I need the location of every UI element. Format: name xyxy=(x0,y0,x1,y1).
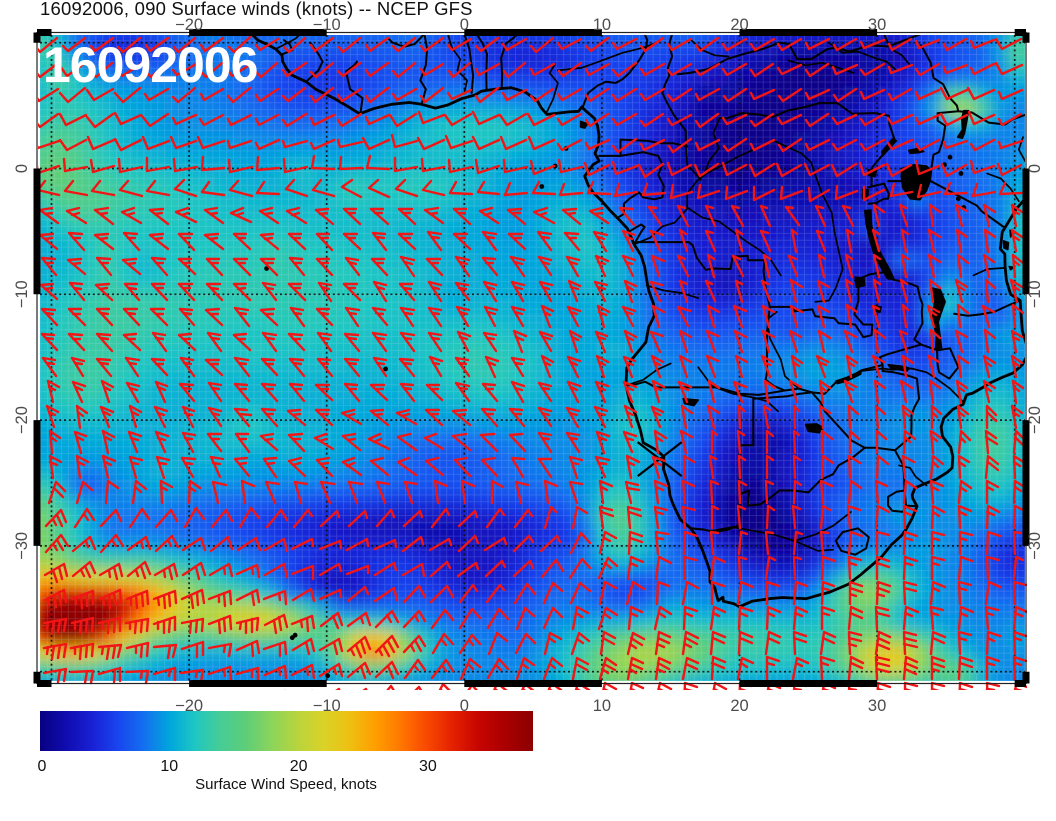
svg-text:0: 0 xyxy=(38,758,47,775)
svg-text:16092006: 16092006 xyxy=(43,37,257,93)
svg-text:20: 20 xyxy=(730,697,748,715)
svg-text:−10: −10 xyxy=(13,280,31,308)
svg-text:30: 30 xyxy=(868,16,886,34)
svg-text:Surface Wind Speed, knots: Surface Wind Speed, knots xyxy=(195,776,377,793)
svg-text:0: 0 xyxy=(460,16,469,34)
svg-text:0: 0 xyxy=(13,164,31,173)
svg-text:30: 30 xyxy=(868,697,886,715)
svg-text:30: 30 xyxy=(419,758,437,775)
svg-text:−20: −20 xyxy=(13,406,31,434)
svg-text:16092006, 090 Surface winds (k: 16092006, 090 Surface winds (knots) -- N… xyxy=(40,0,473,19)
svg-text:−20: −20 xyxy=(1026,406,1044,434)
svg-text:0: 0 xyxy=(1026,164,1044,173)
svg-text:−20: −20 xyxy=(175,16,203,34)
svg-text:20: 20 xyxy=(730,16,748,34)
svg-text:−30: −30 xyxy=(13,532,31,560)
svg-text:10: 10 xyxy=(593,697,611,715)
svg-text:20: 20 xyxy=(290,758,308,775)
svg-text:10: 10 xyxy=(160,758,178,775)
svg-text:−10: −10 xyxy=(313,16,341,34)
svg-text:10: 10 xyxy=(593,16,611,34)
svg-text:−10: −10 xyxy=(1026,280,1044,308)
svg-text:−30: −30 xyxy=(1026,532,1044,560)
